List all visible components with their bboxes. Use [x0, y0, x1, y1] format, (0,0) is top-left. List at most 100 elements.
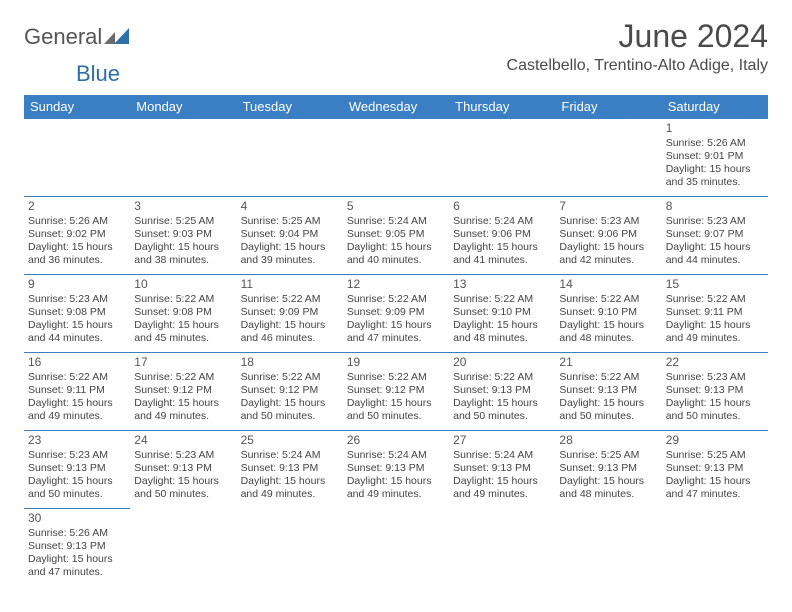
- calendar-cell: 28Sunrise: 5:25 AMSunset: 9:13 PMDayligh…: [555, 431, 661, 509]
- calendar-cell: 19Sunrise: 5:22 AMSunset: 9:12 PMDayligh…: [343, 353, 449, 431]
- day-header-row: Sunday Monday Tuesday Wednesday Thursday…: [24, 95, 768, 119]
- calendar-cell: [343, 119, 449, 197]
- calendar-cell: [449, 509, 555, 587]
- daylight-text: Daylight: 15 hours: [241, 319, 339, 332]
- daylight-text: and 35 minutes.: [666, 176, 764, 189]
- sunrise-text: Sunrise: 5:22 AM: [134, 293, 232, 306]
- daylight-text: Daylight: 15 hours: [453, 241, 551, 254]
- calendar-cell: [449, 119, 555, 197]
- calendar-cell: 18Sunrise: 5:22 AMSunset: 9:12 PMDayligh…: [237, 353, 343, 431]
- sunset-text: Sunset: 9:07 PM: [666, 228, 764, 241]
- sunrise-text: Sunrise: 5:23 AM: [666, 215, 764, 228]
- day-number: 1: [666, 121, 764, 136]
- daylight-text: Daylight: 15 hours: [559, 241, 657, 254]
- title-block: June 2024 Castelbello, Trentino-Alto Adi…: [507, 18, 768, 75]
- daylight-text: and 50 minutes.: [28, 488, 126, 501]
- daylight-text: and 36 minutes.: [28, 254, 126, 267]
- sunset-text: Sunset: 9:08 PM: [28, 306, 126, 319]
- daylight-text: and 49 minutes.: [453, 488, 551, 501]
- sunrise-text: Sunrise: 5:26 AM: [28, 215, 126, 228]
- calendar-cell: 10Sunrise: 5:22 AMSunset: 9:08 PMDayligh…: [130, 275, 236, 353]
- day-number: 19: [347, 355, 445, 370]
- daylight-text: and 49 minutes.: [28, 410, 126, 423]
- sunrise-text: Sunrise: 5:24 AM: [453, 215, 551, 228]
- sunset-text: Sunset: 9:04 PM: [241, 228, 339, 241]
- daylight-text: Daylight: 15 hours: [666, 475, 764, 488]
- sunset-text: Sunset: 9:12 PM: [241, 384, 339, 397]
- daylight-text: and 47 minutes.: [666, 488, 764, 501]
- day-number: 17: [134, 355, 232, 370]
- calendar-cell: 16Sunrise: 5:22 AMSunset: 9:11 PMDayligh…: [24, 353, 130, 431]
- day-number: 20: [453, 355, 551, 370]
- sunset-text: Sunset: 9:06 PM: [453, 228, 551, 241]
- sunset-text: Sunset: 9:09 PM: [241, 306, 339, 319]
- calendar-cell: 29Sunrise: 5:25 AMSunset: 9:13 PMDayligh…: [662, 431, 768, 509]
- calendar-cell: 11Sunrise: 5:22 AMSunset: 9:09 PMDayligh…: [237, 275, 343, 353]
- daylight-text: and 50 minutes.: [453, 410, 551, 423]
- daylight-text: and 44 minutes.: [666, 254, 764, 267]
- daylight-text: Daylight: 15 hours: [666, 319, 764, 332]
- daylight-text: Daylight: 15 hours: [28, 475, 126, 488]
- daylight-text: and 49 minutes.: [241, 488, 339, 501]
- sunset-text: Sunset: 9:13 PM: [666, 384, 764, 397]
- sunrise-text: Sunrise: 5:23 AM: [28, 293, 126, 306]
- calendar-cell: 12Sunrise: 5:22 AMSunset: 9:09 PMDayligh…: [343, 275, 449, 353]
- daylight-text: Daylight: 15 hours: [666, 397, 764, 410]
- day-number: 7: [559, 199, 657, 214]
- daylight-text: Daylight: 15 hours: [347, 319, 445, 332]
- day-header: Thursday: [449, 95, 555, 119]
- day-number: 26: [347, 433, 445, 448]
- day-number: 22: [666, 355, 764, 370]
- sunrise-text: Sunrise: 5:23 AM: [559, 215, 657, 228]
- calendar-cell: 3Sunrise: 5:25 AMSunset: 9:03 PMDaylight…: [130, 197, 236, 275]
- daylight-text: Daylight: 15 hours: [241, 475, 339, 488]
- daylight-text: and 45 minutes.: [134, 332, 232, 345]
- sunset-text: Sunset: 9:09 PM: [347, 306, 445, 319]
- calendar-row: 30Sunrise: 5:26 AMSunset: 9:13 PMDayligh…: [24, 509, 768, 587]
- daylight-text: and 48 minutes.: [559, 488, 657, 501]
- sunrise-text: Sunrise: 5:22 AM: [241, 371, 339, 384]
- sunset-text: Sunset: 9:12 PM: [347, 384, 445, 397]
- day-number: 12: [347, 277, 445, 292]
- sunrise-text: Sunrise: 5:24 AM: [241, 449, 339, 462]
- calendar-cell: 25Sunrise: 5:24 AMSunset: 9:13 PMDayligh…: [237, 431, 343, 509]
- daylight-text: and 50 minutes.: [241, 410, 339, 423]
- calendar-cell: [237, 119, 343, 197]
- calendar-cell: 17Sunrise: 5:22 AMSunset: 9:12 PMDayligh…: [130, 353, 236, 431]
- daylight-text: and 42 minutes.: [559, 254, 657, 267]
- calendar-cell: 22Sunrise: 5:23 AMSunset: 9:13 PMDayligh…: [662, 353, 768, 431]
- day-number: 18: [241, 355, 339, 370]
- calendar-cell: 8Sunrise: 5:23 AMSunset: 9:07 PMDaylight…: [662, 197, 768, 275]
- daylight-text: Daylight: 15 hours: [666, 163, 764, 176]
- daylight-text: Daylight: 15 hours: [453, 319, 551, 332]
- sunset-text: Sunset: 9:13 PM: [559, 384, 657, 397]
- daylight-text: and 50 minutes.: [666, 410, 764, 423]
- daylight-text: Daylight: 15 hours: [28, 397, 126, 410]
- sunset-text: Sunset: 9:02 PM: [28, 228, 126, 241]
- sunset-text: Sunset: 9:06 PM: [559, 228, 657, 241]
- sunset-text: Sunset: 9:13 PM: [453, 462, 551, 475]
- calendar-cell: 21Sunrise: 5:22 AMSunset: 9:13 PMDayligh…: [555, 353, 661, 431]
- sunrise-text: Sunrise: 5:22 AM: [347, 371, 445, 384]
- sunrise-text: Sunrise: 5:23 AM: [134, 449, 232, 462]
- daylight-text: Daylight: 15 hours: [241, 397, 339, 410]
- daylight-text: Daylight: 15 hours: [347, 397, 445, 410]
- logo-triangles-icon: [104, 24, 130, 50]
- sunrise-text: Sunrise: 5:26 AM: [666, 137, 764, 150]
- sunset-text: Sunset: 9:13 PM: [28, 540, 126, 553]
- sunset-text: Sunset: 9:13 PM: [559, 462, 657, 475]
- day-number: 24: [134, 433, 232, 448]
- day-number: 13: [453, 277, 551, 292]
- day-number: 30: [28, 511, 126, 526]
- day-number: 11: [241, 277, 339, 292]
- daylight-text: and 47 minutes.: [347, 332, 445, 345]
- sunrise-text: Sunrise: 5:22 AM: [347, 293, 445, 306]
- daylight-text: and 39 minutes.: [241, 254, 339, 267]
- day-number: 6: [453, 199, 551, 214]
- sunrise-text: Sunrise: 5:22 AM: [241, 293, 339, 306]
- daylight-text: Daylight: 15 hours: [241, 241, 339, 254]
- daylight-text: and 46 minutes.: [241, 332, 339, 345]
- sunrise-text: Sunrise: 5:22 AM: [559, 293, 657, 306]
- calendar-cell: [130, 119, 236, 197]
- day-header: Saturday: [662, 95, 768, 119]
